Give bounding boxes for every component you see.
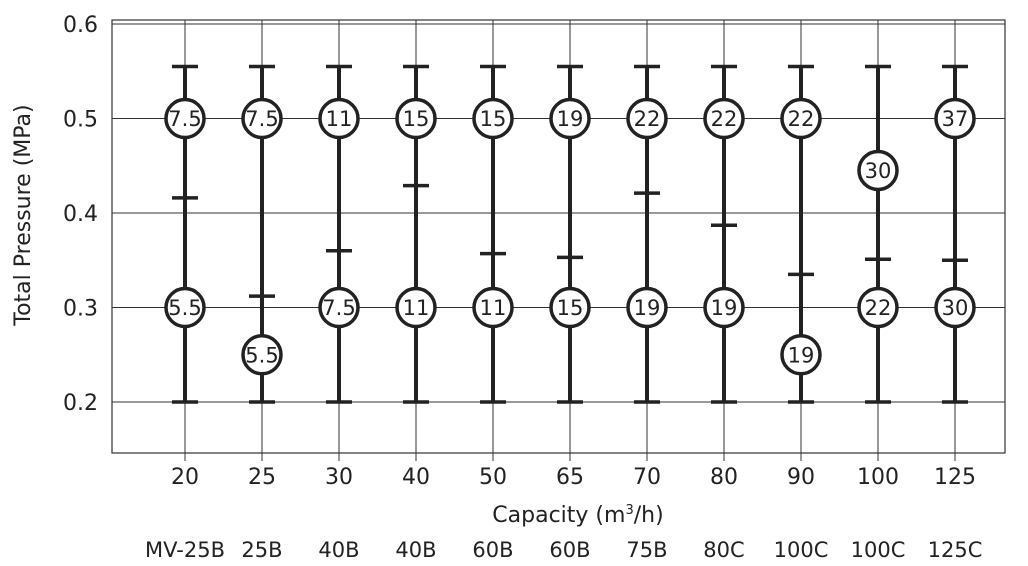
x-tick-label: 65 xyxy=(556,465,584,490)
power-label: 22 xyxy=(865,296,892,320)
power-bubble xyxy=(318,97,360,140)
power-bubble xyxy=(626,286,668,329)
power-label: 37 xyxy=(942,107,969,131)
power-label: 7.5 xyxy=(322,296,355,320)
x-tick-label: 100 xyxy=(857,465,899,490)
y-tick-label: 0.2 xyxy=(63,391,98,416)
x-tick-label: 80 xyxy=(710,465,738,490)
power-bubble xyxy=(780,334,822,376)
x-tick-label: 90 xyxy=(787,465,815,490)
x-axis-title: Capacity (m3/h) xyxy=(492,503,663,528)
data-points: 7.5 7.5 11 15 15 19 22 22 22 30 37 5.5 5.5 7.5 11 11 15 1… xyxy=(164,97,976,376)
power-bubble xyxy=(472,286,514,329)
power-label: 5.5 xyxy=(245,343,278,367)
power-bubble xyxy=(164,286,206,329)
power-bubble xyxy=(857,149,899,192)
model-labels: MV-25B 25B 40B 40B 60B 60B 75B 80C 100C 100C 125C xyxy=(145,538,982,562)
x-axis-title-tail: /h) xyxy=(634,503,664,528)
y-axis-title: Total Pressure (MPa) xyxy=(11,104,36,326)
power-label: 22 xyxy=(634,107,661,131)
model-label: 125C xyxy=(928,538,983,562)
power-bubble xyxy=(549,97,591,140)
x-tick-label: 25 xyxy=(248,465,276,490)
power-label: 15 xyxy=(403,107,430,131)
power-label: 11 xyxy=(480,296,507,320)
power-bubble xyxy=(318,286,360,329)
power-label: 5.5 xyxy=(168,296,201,320)
x-tick-labels: 20 25 30 40 50 65 70 80 90 100 125 xyxy=(171,465,976,490)
model-label: 40B xyxy=(318,538,359,562)
power-bubble xyxy=(703,97,745,140)
x-tick-label: 20 xyxy=(171,465,199,490)
model-label: 100C xyxy=(774,538,829,562)
y-tick-label: 0.4 xyxy=(63,202,98,227)
power-label: 22 xyxy=(788,107,815,131)
model-label: 80C xyxy=(703,538,744,562)
x-tick-label: 30 xyxy=(325,465,353,490)
model-label: MV-25B xyxy=(145,538,225,562)
model-label: 100C xyxy=(851,538,906,562)
model-label: 75B xyxy=(626,538,667,562)
power-label: 11 xyxy=(326,107,353,131)
power-label: 19 xyxy=(557,107,584,131)
power-label: 15 xyxy=(557,296,584,320)
power-bubble xyxy=(934,286,976,329)
power-label: 30 xyxy=(942,296,969,320)
power-bubble xyxy=(703,286,745,329)
x-tick-label: 70 xyxy=(633,465,661,490)
power-bubble xyxy=(241,334,283,376)
power-bubble xyxy=(857,286,899,329)
power-bubble xyxy=(780,97,822,140)
power-label: 15 xyxy=(480,107,507,131)
grid xyxy=(111,19,1006,461)
power-bubble xyxy=(395,286,437,329)
model-label: 25B xyxy=(241,538,282,562)
y-tick-labels: 0.6 0.5 0.4 0.3 0.2 xyxy=(63,13,98,416)
model-label: 40B xyxy=(395,538,436,562)
power-label: 7.5 xyxy=(245,107,278,131)
power-label: 19 xyxy=(634,296,661,320)
power-label: 30 xyxy=(865,159,892,183)
power-label: 19 xyxy=(788,343,815,367)
power-bubble xyxy=(472,97,514,140)
power-bubble xyxy=(934,97,976,140)
power-label: 22 xyxy=(711,107,738,131)
x-tick-label: 50 xyxy=(479,465,507,490)
power-label: 19 xyxy=(711,296,738,320)
power-bubble xyxy=(549,286,591,329)
power-bubble xyxy=(241,97,283,140)
power-bubble xyxy=(395,97,437,140)
x-tick-label: 125 xyxy=(934,465,976,490)
model-label: 60B xyxy=(472,538,513,562)
plot-frame xyxy=(111,19,1006,454)
y-tick-label: 0.6 xyxy=(63,13,98,38)
x-axis-title-superscript: 3 xyxy=(625,503,633,518)
power-label: 11 xyxy=(403,296,430,320)
y-tick-label: 0.3 xyxy=(63,297,98,322)
y-tick-label: 0.5 xyxy=(63,108,98,133)
power-bubble xyxy=(626,97,668,140)
power-bubble xyxy=(164,97,206,140)
model-label: 60B xyxy=(549,538,590,562)
power-label: 7.5 xyxy=(168,107,201,131)
x-axis-title-main: Capacity (m xyxy=(492,503,625,528)
x-tick-label: 40 xyxy=(402,465,430,490)
